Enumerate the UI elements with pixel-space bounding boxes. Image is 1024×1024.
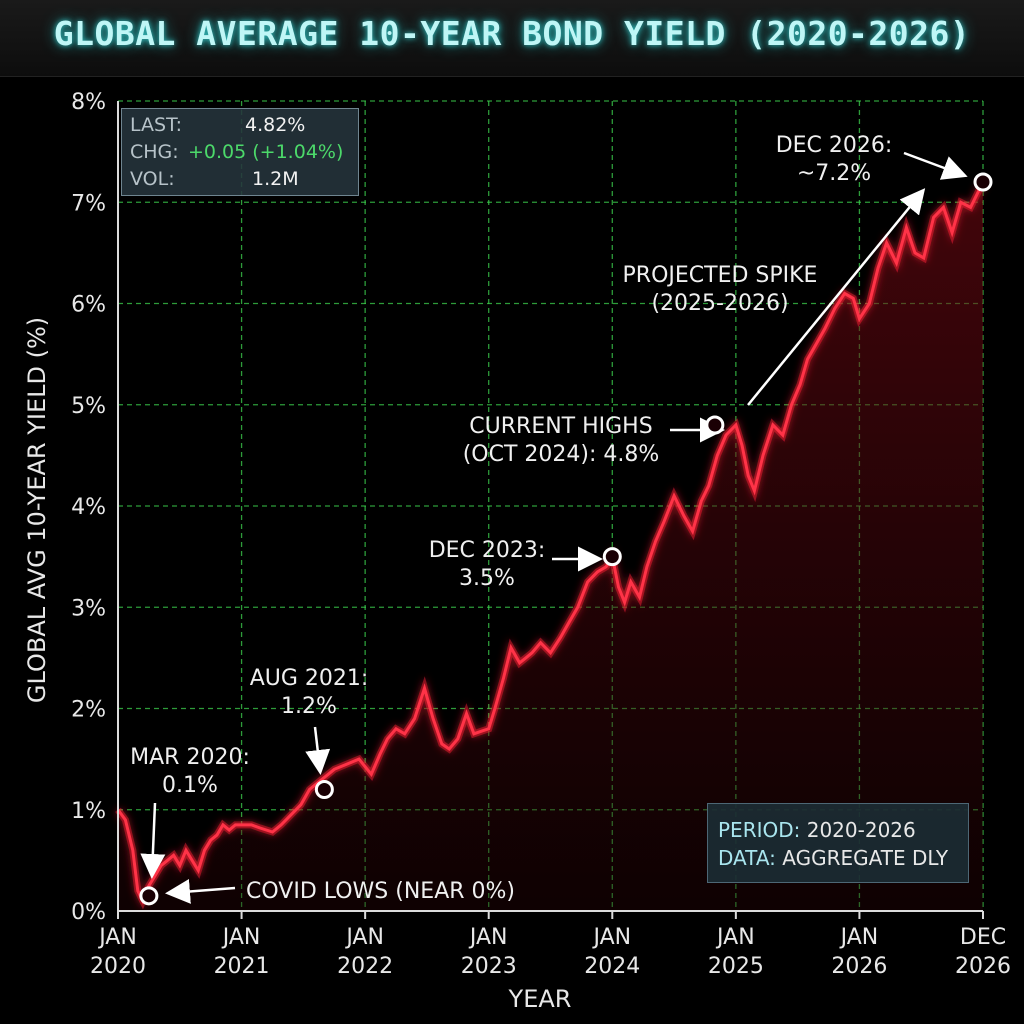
marker-point-0 <box>139 886 159 906</box>
ann-aug2021-line2: 1.2% <box>281 694 337 719</box>
y-tick-3: 3% <box>71 596 106 621</box>
ann-aug2021-line1: AUG 2021: <box>250 666 369 691</box>
chart-title: GLOBAL AVERAGE 10-YEAR BOND YIELD (2020-… <box>53 14 971 53</box>
x-tick-year-0: 2020 <box>90 954 146 979</box>
ann-highs-line1: CURRENT HIGHS <box>469 414 652 439</box>
x-tick-year-7: 2026 <box>955 954 1011 979</box>
x-axis-label: YEAR <box>508 985 572 1013</box>
x-tick-year-3: 2023 <box>461 954 517 979</box>
ann-mar2020-line2: 0.1% <box>162 773 218 798</box>
x-tick-year-5: 2025 <box>708 954 764 979</box>
chg-label: CHG: <box>130 141 179 163</box>
x-tick-year-2: 2022 <box>337 954 393 979</box>
x-tick-month-1: JAN <box>221 925 261 950</box>
ann-mar2020-line1: MAR 2020: <box>130 745 250 770</box>
series-line <box>116 181 985 905</box>
ticker-info-box: LAST: 4.82% CHG: +0.05 (+1.04%) VOL: 1.2… <box>121 108 359 196</box>
x-tick-month-2: JAN <box>344 925 384 950</box>
info-row-vol: VOL: 1.2M <box>130 166 358 193</box>
y-tick-2: 2% <box>71 698 106 723</box>
arrow-spike <box>747 188 926 406</box>
info-row-chg: CHG: +0.05 (+1.04%) <box>130 139 358 166</box>
ann-spike-line2: (2025-2026) <box>651 291 788 316</box>
y-tick-7: 7% <box>71 191 106 216</box>
data-value: AGGREGATE DLY <box>782 846 949 870</box>
marker-point-2 <box>602 547 622 567</box>
marker-point-1 <box>314 780 334 799</box>
ann-dec2023-line2: 3.5% <box>459 566 515 591</box>
y-tick-0: 0% <box>71 900 106 925</box>
data-label: DATA: <box>718 846 776 870</box>
x-tick-month-4: JAN <box>591 925 631 950</box>
arrow-mar2020 <box>140 802 166 879</box>
ann-highs-line2: (OCT 2024): 4.8% <box>463 442 660 467</box>
x-tick-year-6: 2026 <box>831 954 887 979</box>
ann-dec2023-line1: DEC 2023: <box>429 538 546 563</box>
y-tick-1: 1% <box>71 799 106 824</box>
x-tick-month-5: JAN <box>715 925 755 950</box>
y-tick-labels: 0% 1% 2% 3% 4% 5% 6% 7% 8% <box>71 90 106 925</box>
data-meta-box: PERIOD: 2020-2026 DATA: AGGREGATE DLY <box>707 803 969 883</box>
arrow-covid <box>165 879 236 904</box>
x-tick-year-4: 2024 <box>584 954 640 979</box>
title-bar: GLOBAL AVERAGE 10-YEAR BOND YIELD (2020-… <box>0 0 1024 77</box>
info-row-last: LAST: 4.82% <box>130 112 358 139</box>
y-tick-5: 5% <box>71 394 106 419</box>
period-value: 2020-2026 <box>806 818 916 842</box>
marker-point-4 <box>973 172 993 192</box>
x-tick-month-7: DEC <box>960 925 1006 950</box>
vol-label: VOL: <box>130 168 175 190</box>
ann-spike-line1: PROJECTED SPIKE <box>623 263 818 288</box>
chg-value: +0.05 (+1.04%) <box>188 141 344 163</box>
x-tick-labels: JAN 2020 JAN 2021 JAN 2022 JAN 2023 JAN 2024 JAN 20… <box>90 911 1011 979</box>
ann-dec2026-line1: DEC 2026: <box>776 133 893 158</box>
area-fill <box>118 182 983 911</box>
period-label: PERIOD: <box>718 818 801 842</box>
y-tick-8: 8% <box>71 90 106 115</box>
ann-dec2026-line2: ~7.2% <box>797 161 871 186</box>
x-tick-month-6: JAN <box>839 925 879 950</box>
x-tick-month-3: JAN <box>468 925 508 950</box>
marker-point-3 <box>705 415 725 435</box>
y-tick-6: 6% <box>71 293 106 318</box>
vol-value: 1.2M <box>252 168 299 190</box>
last-value: 4.82% <box>245 114 306 136</box>
point-markers <box>139 172 993 906</box>
arrow-dec2026 <box>903 151 968 180</box>
y-tick-4: 4% <box>71 495 106 520</box>
x-tick-year-1: 2021 <box>214 954 270 979</box>
arrow-aug2021 <box>305 726 331 775</box>
ann-covid: COVID LOWS (NEAR 0%) <box>246 879 515 904</box>
x-tick-month-0: JAN <box>97 925 137 950</box>
y-axis-label: GLOBAL AVG 10-YEAR YIELD (%) <box>23 317 51 703</box>
meta-row-data: DATA: AGGREGATE DLY <box>718 844 968 872</box>
last-label: LAST: <box>130 114 182 136</box>
meta-row-period: PERIOD: 2020-2026 <box>718 816 968 844</box>
